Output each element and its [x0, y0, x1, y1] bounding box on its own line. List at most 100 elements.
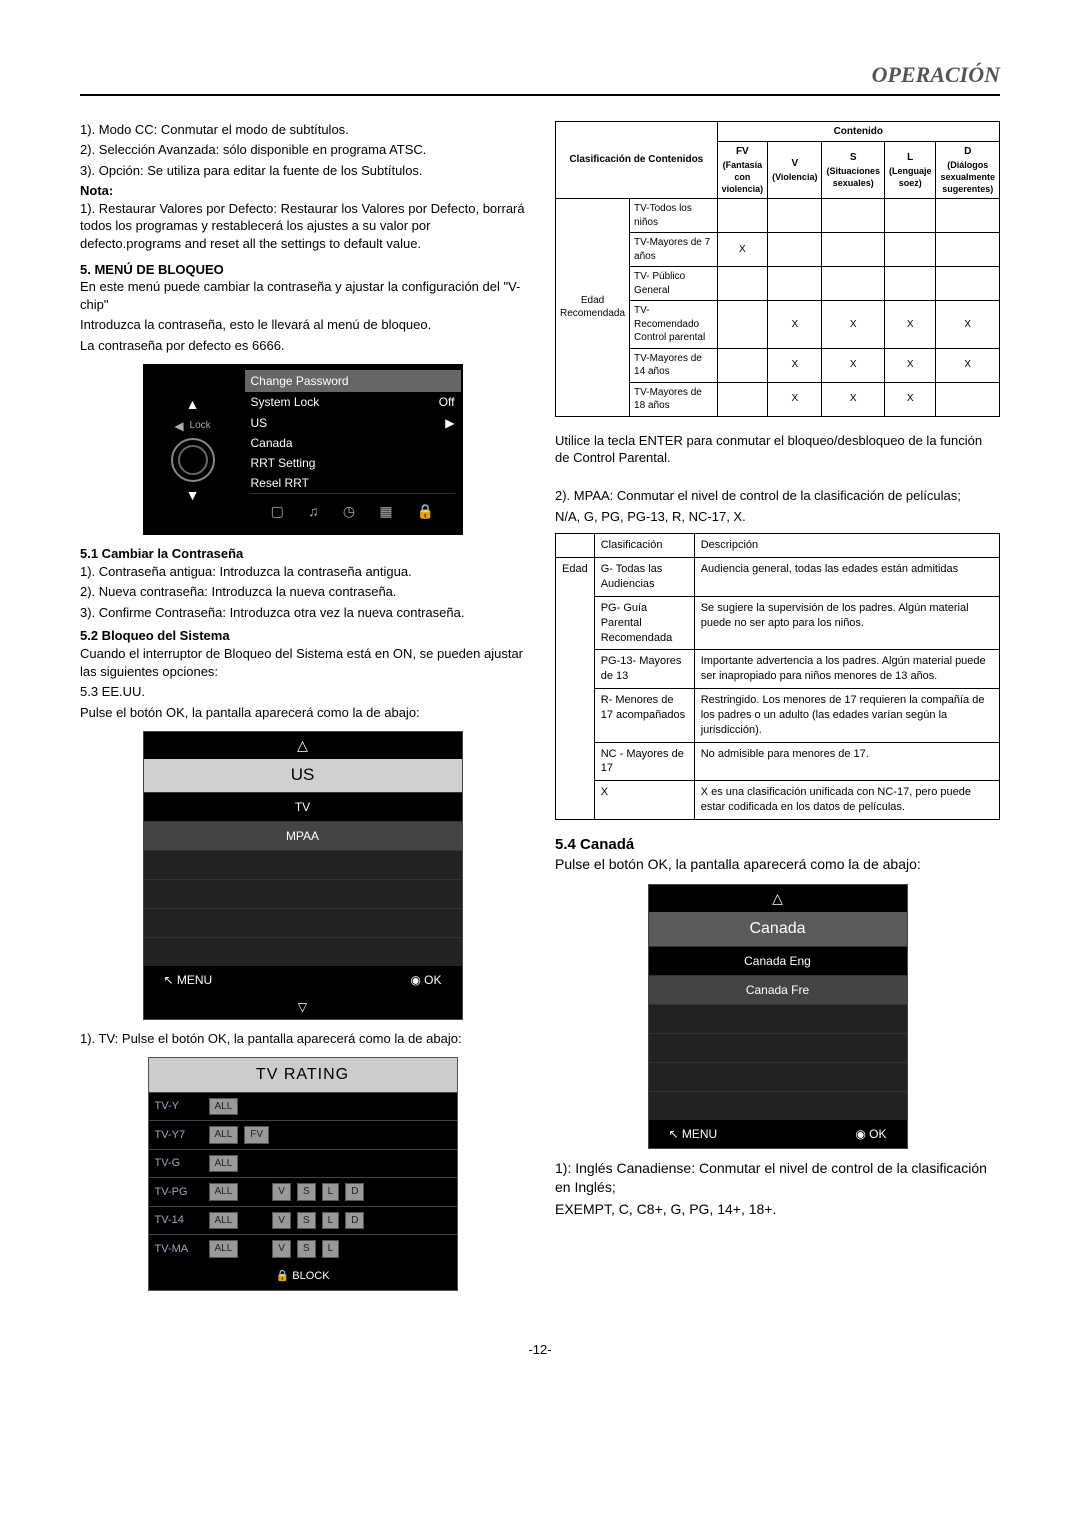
menu-blank [649, 1091, 907, 1120]
mpaa-classification: PG-13- Mayores de 13 [594, 650, 694, 689]
tv-rating-label: TV-PG [155, 1185, 203, 1200]
text: 3). Confirme Contraseña: Introduzca otra… [80, 604, 525, 622]
rating-chip[interactable]: V [272, 1212, 291, 1230]
page-header-title: OPERACIÓN [80, 60, 1000, 90]
text: Introduzca la contraseña, esto le llevar… [80, 316, 525, 334]
ok-label[interactable]: ◉ OK [410, 972, 441, 988]
text: Pulse el botón OK, la pantalla aparecerá… [80, 704, 525, 722]
menu-item-rrt-setting[interactable]: RRT Setting [251, 453, 455, 473]
text: 3). Opción: Se utiliza para editar la fu… [80, 162, 525, 180]
rating-chip[interactable]: ALL [209, 1155, 239, 1173]
mpaa-table: Clasificación Descripción EdadG- Todas l… [555, 533, 1000, 820]
tv-rating-row[interactable]: TV-G ALL [149, 1149, 457, 1178]
cell: X [884, 301, 936, 349]
cell [884, 267, 936, 301]
down-triangle-icon: ▽ [144, 995, 462, 1019]
cell [936, 233, 1000, 267]
ok-label[interactable]: ◉ OK [855, 1126, 886, 1142]
cell [717, 382, 768, 416]
tv-rating-row[interactable]: TV-Y ALL [149, 1092, 457, 1121]
rating-chip[interactable]: ALL [209, 1183, 239, 1201]
mpaa-classification: R- Menores de 17 acompañados [594, 689, 694, 743]
rating-chip[interactable]: ALL [209, 1126, 239, 1144]
cell: X [768, 301, 822, 349]
mpaa-header-classification: Clasificación [594, 534, 694, 558]
menu-item-us[interactable]: US▶ [251, 413, 455, 433]
cell [717, 199, 768, 233]
text: N/A, G, PG, PG-13, R, NC-17, X. [555, 508, 1000, 526]
tv-rating-label: TV-G [155, 1156, 203, 1171]
tv-rating-label: TV-Y [155, 1099, 203, 1114]
cell [936, 199, 1000, 233]
menu-blank [144, 908, 462, 937]
menu-item-canada[interactable]: Canada [251, 433, 455, 453]
section-5-title: 5. MENÚ DE BLOQUEO [80, 261, 525, 279]
rating-chip[interactable]: V [272, 1240, 291, 1258]
mpaa-description: Audiencia general, todas las edades está… [694, 558, 999, 597]
cell [768, 199, 822, 233]
menu-item-canada-fre[interactable]: Canada Fre [649, 975, 907, 1004]
cell [717, 267, 768, 301]
section-54-title: 5.4 Canadá [555, 835, 1000, 855]
tv-rating-title: TV RATING [149, 1058, 457, 1092]
cell [822, 233, 885, 267]
row-category: Edad Recomendada [556, 199, 630, 417]
music-icon: ♫ [308, 502, 319, 521]
col-header: S(Situaciones sexuales) [822, 142, 885, 199]
col-header: D(Diálogos sexualmente sugerentes) [936, 142, 1000, 199]
rating-chip[interactable]: L [322, 1212, 340, 1230]
rating-chip[interactable]: L [322, 1183, 340, 1201]
mpaa-header-description: Descripción [694, 534, 999, 558]
menu-item-mpaa[interactable]: MPAA [144, 821, 462, 850]
menu-label[interactable]: ↖ MENU [669, 1126, 718, 1142]
text: Pulse el botón OK, la pantalla aparecerá… [555, 855, 1000, 874]
cell [936, 382, 1000, 416]
menu-item-reset-rrt[interactable]: Resel RRT [251, 473, 455, 493]
tv-rating-screenshot: TV RATING TV-Y ALL TV-Y7 ALL FV TV-G ALL TV-PG A… [148, 1057, 458, 1290]
cell [822, 267, 885, 301]
mpaa-description: Se sugiere la supervisión de los padres.… [694, 596, 999, 650]
rating-chip[interactable]: L [322, 1240, 340, 1258]
rating-chip[interactable]: ALL [209, 1240, 239, 1258]
two-column-layout: 1). Modo CC: Conmutar el modo de subtítu… [80, 121, 1000, 1301]
left-column: 1). Modo CC: Conmutar el modo de subtítu… [80, 121, 525, 1301]
lock-menu-icon [171, 438, 215, 482]
tv-rating-label: TV-MA [155, 1242, 203, 1257]
lock-menu-screenshot: ▲ ◀ Lock ▼ Change Password System LockOf… [143, 364, 463, 535]
cell: X [936, 301, 1000, 349]
menu-item-change-password[interactable]: Change Password [245, 370, 461, 392]
tv-rating-row[interactable]: TV-PG ALL VSLD [149, 1177, 457, 1206]
page-number: -12- [80, 1341, 1000, 1359]
col-header: L(Lenguaje soez) [884, 142, 936, 199]
cell: X [884, 348, 936, 382]
rating-chip[interactable]: D [345, 1183, 364, 1201]
section-52-title: 5.2 Bloqueo del Sistema [80, 627, 525, 645]
rating-chip[interactable]: D [345, 1212, 364, 1230]
menu-footer: ↖ MENU ◉ OK [144, 966, 462, 994]
up-triangle-icon: △ [649, 885, 907, 912]
left-arrow-icon: ◀ [174, 418, 183, 434]
rating-chip[interactable]: ALL [209, 1098, 239, 1116]
rating-chip[interactable]: S [297, 1240, 316, 1258]
rating-chip[interactable]: S [297, 1212, 316, 1230]
col-header: FV(Fantasía con violencia) [717, 142, 768, 199]
tv-rating-label: TV-Y7 [155, 1128, 203, 1143]
col-header: V(Violencia) [768, 142, 822, 199]
cell [717, 301, 768, 349]
menu-item-canada-eng[interactable]: Canada Eng [649, 946, 907, 975]
content-classification-table: Clasificación de Contenidos Contenido FV… [555, 121, 1000, 417]
rating-chip[interactable]: S [297, 1183, 316, 1201]
menu-label[interactable]: ↖ MENU [164, 972, 213, 988]
cell [936, 267, 1000, 301]
tv-rating-row[interactable]: TV-14ALLVSLD [149, 1206, 457, 1235]
rating-chip[interactable]: FV [244, 1126, 269, 1144]
tv-rating-row[interactable]: TV-MA ALL VSL [149, 1234, 457, 1263]
text: La contraseña por defecto es 6666. [80, 337, 525, 355]
rating-chip[interactable]: V [272, 1183, 291, 1201]
menu-blank [649, 1004, 907, 1033]
row-label: TV- Público General [630, 267, 718, 301]
menu-item-system-lock[interactable]: System LockOff [251, 392, 455, 412]
menu-item-tv[interactable]: TV [144, 792, 462, 821]
rating-chip[interactable]: ALL [209, 1212, 239, 1230]
tv-rating-row[interactable]: TV-Y7 ALL FV [149, 1120, 457, 1149]
